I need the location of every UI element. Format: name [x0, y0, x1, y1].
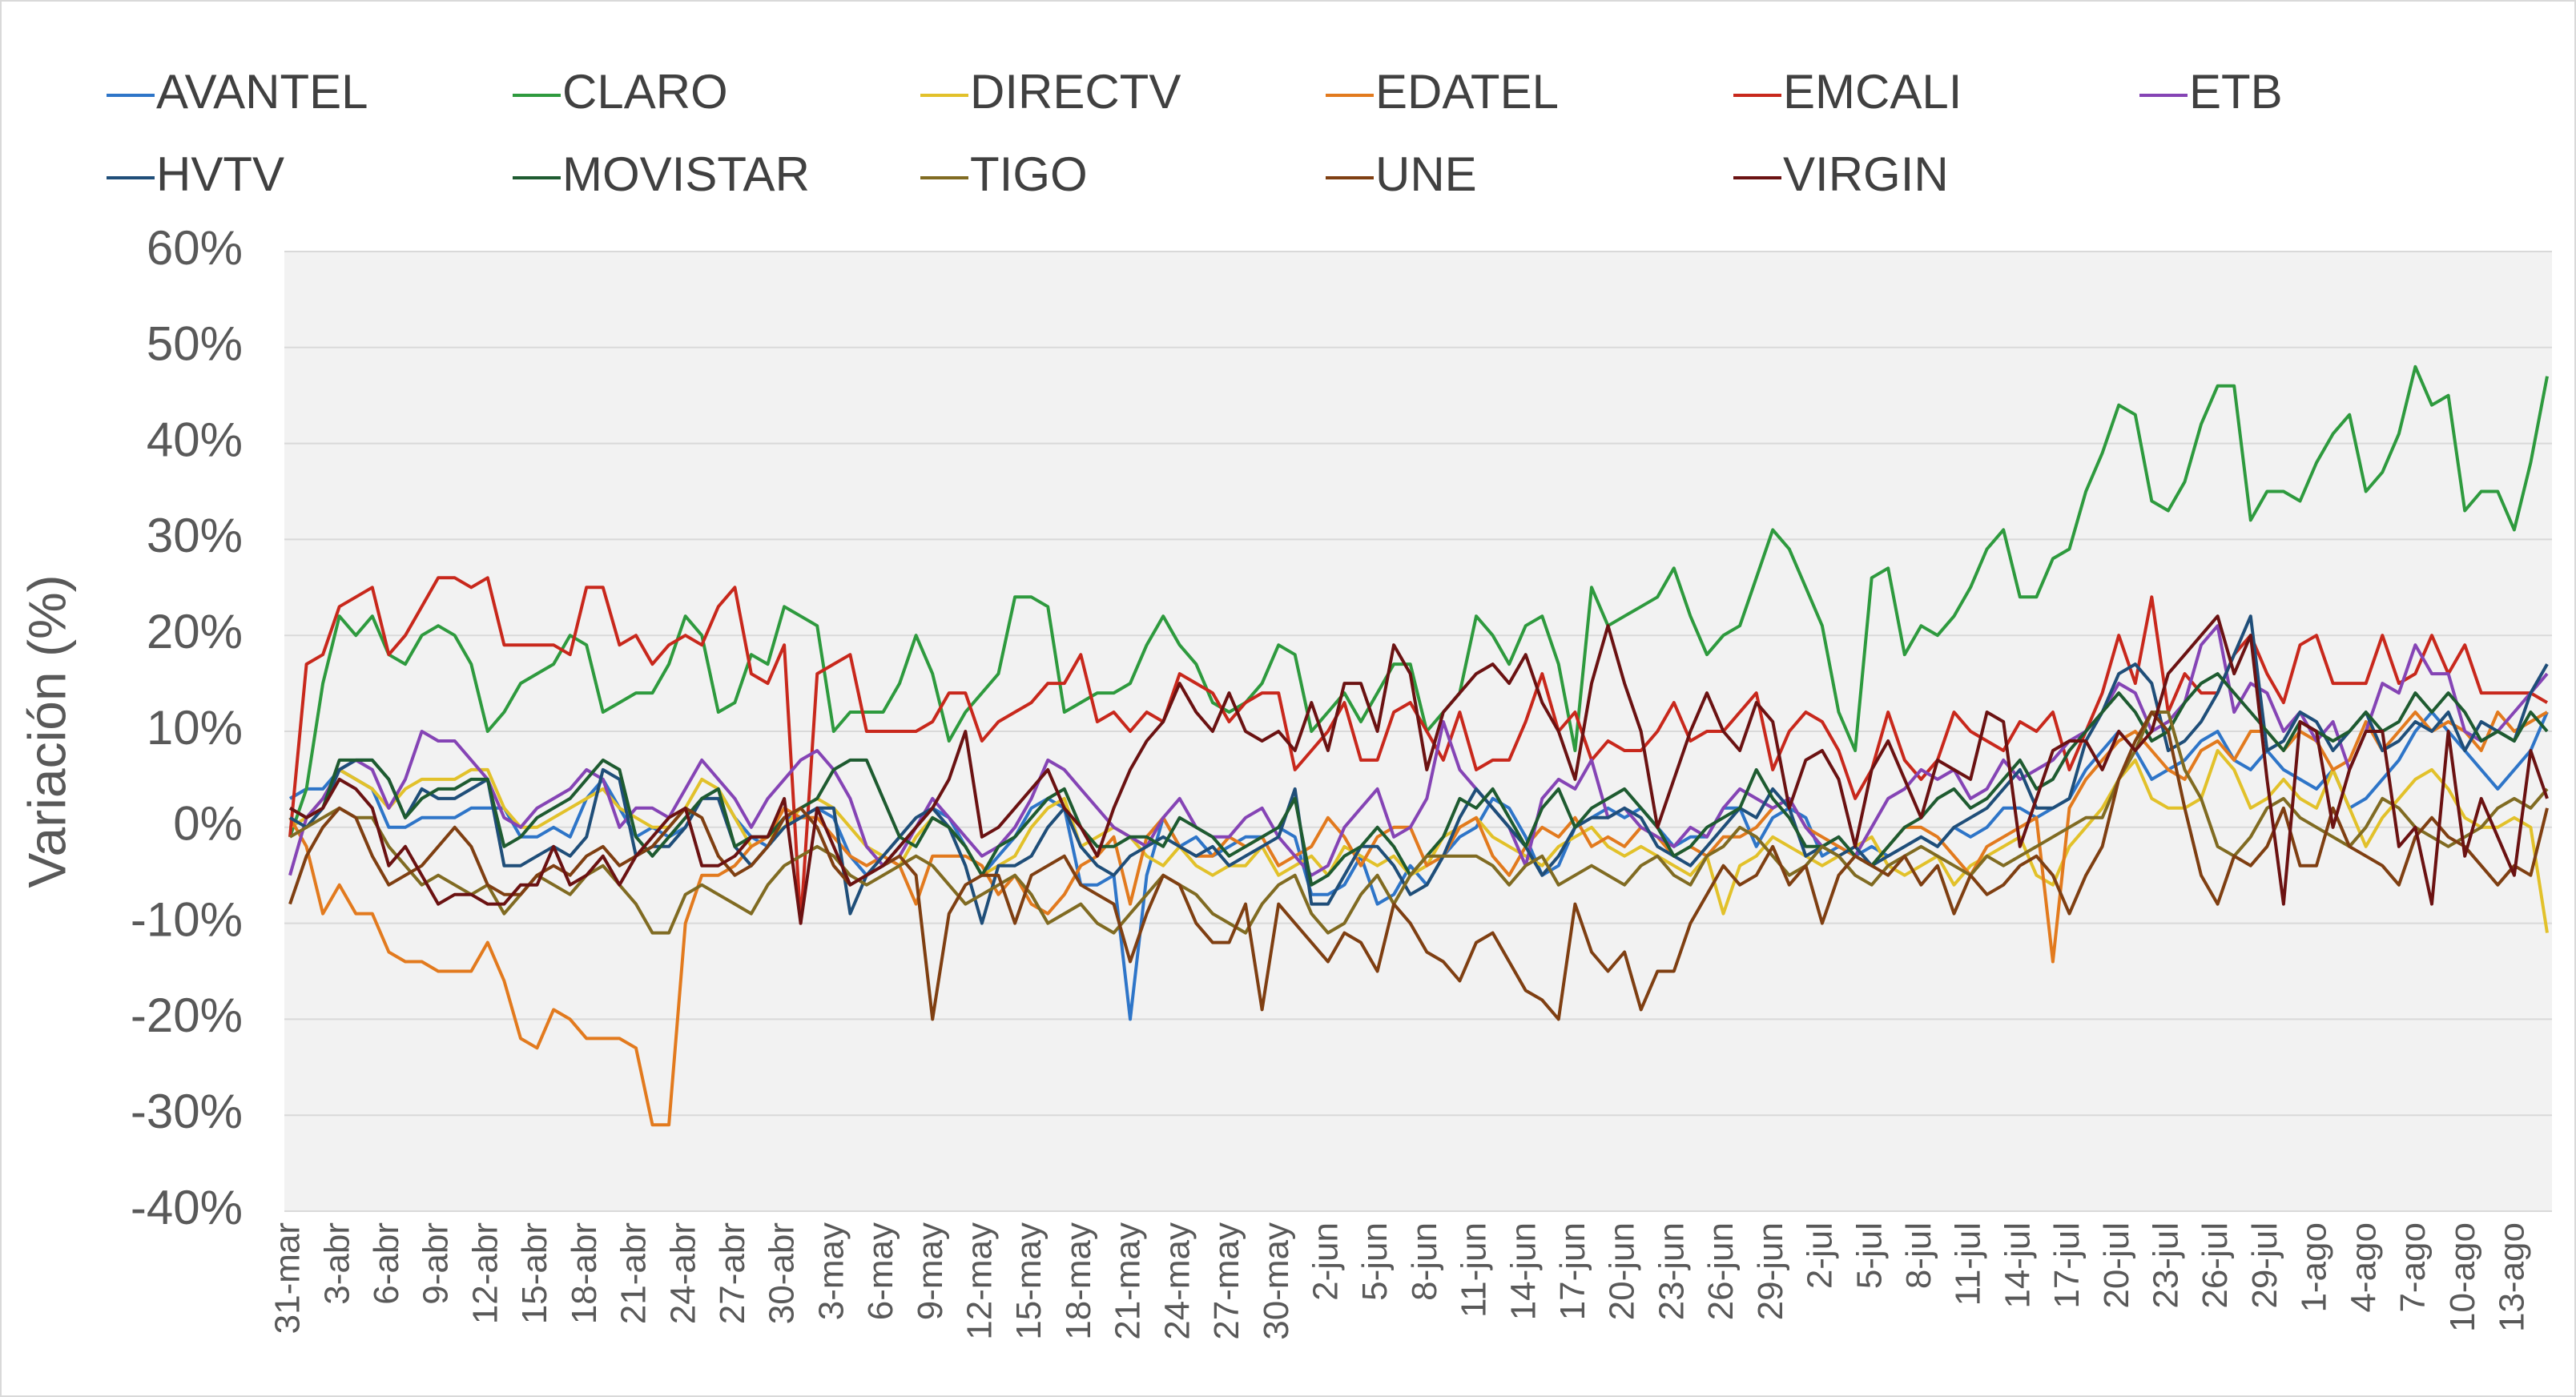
x-tick-label: 3-may	[811, 1222, 851, 1320]
y-tick-label: 50%	[147, 317, 243, 371]
legend-label: UNE	[1375, 147, 1477, 201]
x-tick-label: 21-may	[1109, 1222, 1148, 1340]
x-tick-label: 18-may	[1059, 1222, 1098, 1340]
x-tick-label: 11-jul	[1949, 1222, 1988, 1306]
x-tick-label: 15-abr	[515, 1222, 554, 1324]
y-tick-label: -40%	[131, 1181, 243, 1234]
x-tick-label: 21-abr	[614, 1222, 654, 1324]
legend-label: EMCALI	[1783, 65, 1962, 119]
x-tick-label: 9-abr	[417, 1222, 456, 1305]
x-tick-label: 27-abr	[713, 1222, 752, 1324]
x-tick-label: 20-jun	[1603, 1222, 1642, 1320]
x-tick-label: 23-jul	[2147, 1222, 2186, 1309]
x-tick-label: 14-jun	[1503, 1222, 1543, 1320]
legend-label: HVTV	[156, 147, 284, 201]
x-tick-label: 17-jul	[2047, 1222, 2087, 1309]
y-tick-label: 0%	[173, 797, 243, 851]
x-tick-label: 20-jul	[2097, 1222, 2136, 1309]
x-tick-label: 6-may	[861, 1222, 900, 1320]
y-tick-label: 20%	[147, 605, 243, 658]
x-tick-label: 5-jun	[1355, 1222, 1395, 1301]
y-tick-label: -30%	[131, 1085, 243, 1138]
y-tick-label: 10%	[147, 701, 243, 755]
x-tick-label: 31-mar	[268, 1222, 308, 1334]
x-tick-label: 26-jun	[1701, 1222, 1741, 1320]
x-tick-label: 10-ago	[2443, 1222, 2482, 1332]
series-line	[288, 364, 2549, 838]
legend-label: TIGO	[970, 147, 1088, 201]
series-line	[288, 711, 2549, 1127]
x-tick-label: 18-abr	[565, 1222, 604, 1324]
x-tick-label: 24-abr	[663, 1222, 702, 1324]
x-tick-label: 26-jul	[2196, 1222, 2235, 1309]
x-tick-label: 2-jun	[1306, 1222, 1345, 1301]
x-tick-label: 30-abr	[763, 1222, 802, 1324]
series-line	[288, 711, 2549, 1021]
y-tick-label: -20%	[131, 988, 243, 1042]
series-line	[288, 749, 2549, 933]
legend-label: DIRECTV	[970, 65, 1181, 119]
legend-label: EDATEL	[1375, 65, 1559, 119]
x-tick-label: 6-abr	[367, 1222, 406, 1305]
y-tick-label: 30%	[147, 509, 243, 562]
y-tick-label: -10%	[131, 892, 243, 946]
x-tick-label: 1-ago	[2295, 1222, 2334, 1313]
x-tick-label: 17-jun	[1553, 1222, 1592, 1320]
x-tick-label: 12-may	[960, 1222, 1000, 1340]
x-tick-label: 9-may	[911, 1222, 950, 1320]
x-tick-label: 24-may	[1157, 1222, 1197, 1340]
x-tick-label: 12-abr	[465, 1222, 505, 1324]
x-tick-label: 30-may	[1257, 1222, 1296, 1340]
x-tick-label: 2-jul	[1801, 1222, 1840, 1289]
x-tick-label: 7-ago	[2393, 1222, 2433, 1313]
legend-label: MOVISTAR	[562, 147, 810, 201]
x-tick-label: 13-ago	[2492, 1222, 2531, 1332]
legend-label: AVANTEL	[156, 65, 368, 119]
legend-label: CLARO	[562, 65, 728, 119]
x-tick-label: 27-may	[1207, 1222, 1246, 1340]
x-tick-label: 11-jun	[1455, 1222, 1494, 1318]
x-tick-label: 8-jun	[1405, 1222, 1444, 1301]
x-tick-label: 14-jul	[1998, 1222, 2037, 1309]
series-line	[288, 711, 2549, 1021]
x-tick-label: 3-abr	[317, 1222, 356, 1305]
series-line	[288, 614, 2549, 925]
x-tick-label: 4-ago	[2344, 1222, 2383, 1313]
series-line	[288, 711, 2549, 935]
x-tick-label: 29-jul	[2245, 1222, 2284, 1309]
legend-label: VIRGIN	[1783, 147, 1949, 201]
legend-label: ETB	[2189, 65, 2283, 119]
y-tick-label: 60%	[147, 221, 243, 275]
x-tick-label: 29-jun	[1751, 1222, 1790, 1320]
y-axis-label: Variación (%)	[17, 574, 76, 888]
x-tick-label: 8-jul	[1899, 1222, 1938, 1289]
x-tick-label: 15-may	[1009, 1222, 1049, 1340]
y-tick-label: 40%	[147, 413, 243, 466]
x-tick-label: 5-jul	[1849, 1222, 1889, 1289]
x-tick-label: 23-jun	[1652, 1222, 1691, 1320]
